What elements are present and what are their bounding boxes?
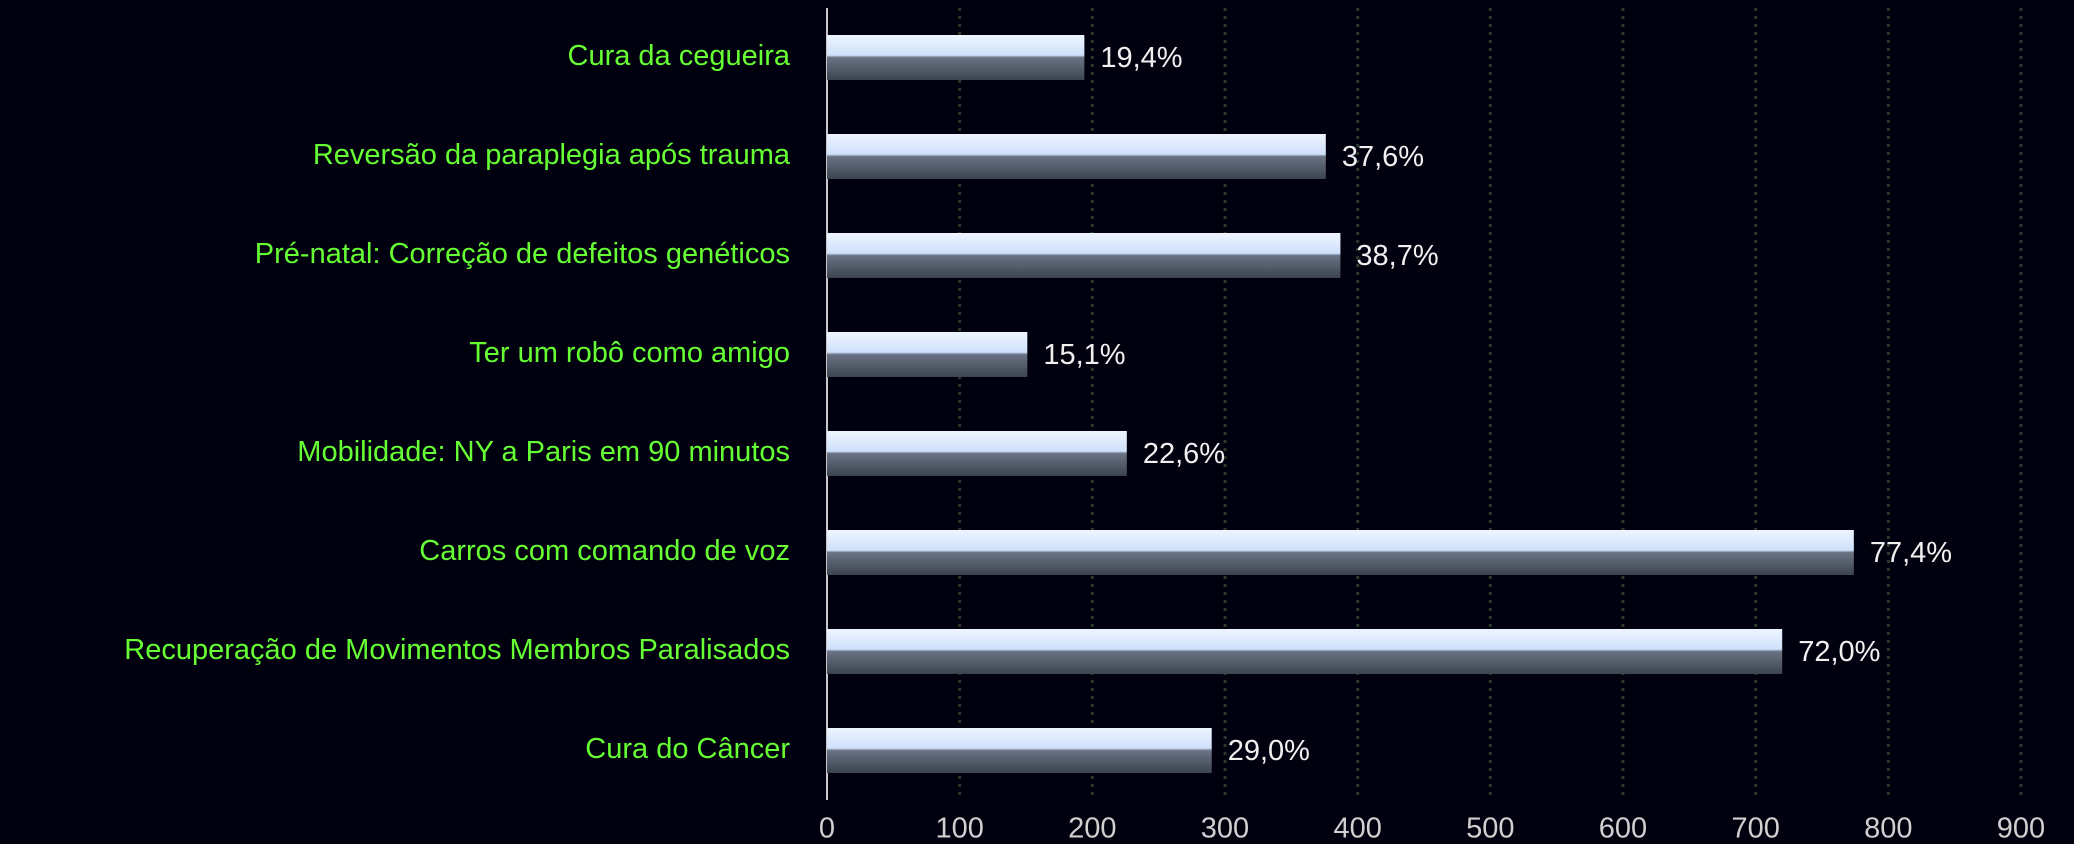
value-label: 15,1%	[1043, 339, 1125, 371]
bar	[827, 233, 1341, 278]
y-tick-label: Reversão da paraplegia após trauma	[313, 139, 791, 171]
x-tick-label: 800	[1864, 813, 1912, 844]
value-label: 29,0%	[1228, 735, 1310, 767]
x-tick-label: 300	[1201, 813, 1249, 844]
y-tick-label: Recuperação de Movimentos Membros Parali…	[124, 634, 790, 666]
bar	[827, 35, 1085, 80]
value-label: 19,4%	[1100, 42, 1182, 74]
value-label: 72,0%	[1798, 636, 1880, 668]
y-tick-label: Ter um robô como amigo	[469, 337, 790, 369]
x-tick-label: 0	[819, 813, 835, 844]
x-tick-label: 600	[1599, 813, 1647, 844]
y-tick-label: Carros com comando de voz	[419, 535, 790, 567]
x-tick-label: 500	[1466, 813, 1514, 844]
bar	[827, 728, 1212, 773]
bar	[827, 629, 1783, 674]
bar	[827, 530, 1854, 575]
bar	[827, 332, 1028, 377]
y-tick-label: Pré-natal: Correção de defeitos genético…	[255, 238, 790, 270]
value-label: 22,6%	[1143, 438, 1225, 470]
bar	[827, 431, 1127, 476]
x-tick-label: 900	[1997, 813, 2045, 844]
x-tick-label: 700	[1731, 813, 1779, 844]
y-tick-label: Mobilidade: NY a Paris em 90 minutos	[297, 436, 790, 468]
bar	[827, 134, 1326, 179]
value-label: 37,6%	[1342, 141, 1424, 173]
y-tick-label: Cura do Câncer	[585, 733, 790, 765]
x-tick-label: 400	[1333, 813, 1381, 844]
value-label: 77,4%	[1870, 537, 1952, 569]
x-tick-label: 100	[935, 813, 983, 844]
x-tick-label: 200	[1068, 813, 1116, 844]
y-tick-label: Cura da cegueira	[568, 40, 791, 72]
value-label: 38,7%	[1356, 240, 1438, 272]
